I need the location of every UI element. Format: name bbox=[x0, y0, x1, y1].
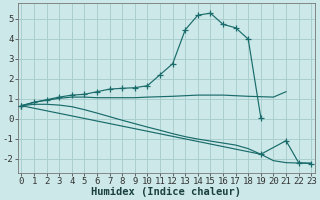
X-axis label: Humidex (Indice chaleur): Humidex (Indice chaleur) bbox=[91, 187, 241, 197]
